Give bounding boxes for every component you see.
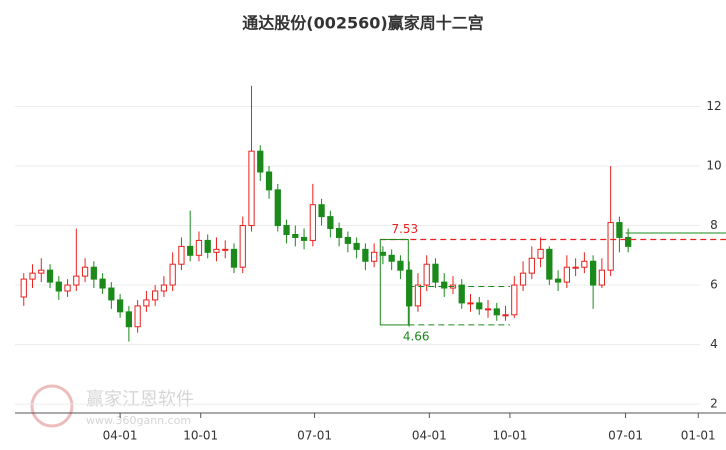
candle-body [274,189,281,227]
candle-body [300,236,308,241]
candle-body [458,284,465,304]
candle-body [572,266,579,269]
candle-body [204,239,211,253]
candle-body [143,299,150,307]
candle-body [178,245,185,265]
candle-body [554,278,562,283]
candle-body [388,254,395,262]
candle-body [187,245,194,256]
candle-body [441,281,448,289]
candle-body [625,236,632,247]
y-tick-label: 10 [706,159,721,173]
candle-body [537,248,544,259]
candle-body [55,281,62,292]
candle-body [423,263,430,286]
x-tick-label: 04-01 [412,429,447,443]
candle-body [546,248,553,280]
y-tick-label: 12 [706,99,721,113]
candle-body [476,302,483,310]
candle-body [257,150,264,173]
y-tick-label: 6 [710,278,718,292]
candle-body [397,260,404,271]
candle-body [125,311,133,328]
y-tick-label: 8 [710,218,718,232]
range-box [379,239,409,326]
candle-body [607,222,614,271]
watermark-url: www.360gann.com [86,414,191,427]
candle-body [108,287,115,301]
watermark: 赢家江恩软件 www.360gann.com [30,384,194,428]
candle-body [283,225,290,235]
candle-body [371,251,378,262]
candle-body [406,269,413,307]
x-tick-label: 10-01 [183,429,218,443]
candle-body [46,269,54,283]
y-tick-label: 4 [710,337,718,351]
candle-body [616,222,623,238]
candle-body [64,284,71,292]
candle-body [590,260,597,286]
candle-body [239,225,246,268]
candle-body [581,260,588,268]
candle-body [248,150,255,227]
candle-body [598,269,606,286]
candle-body [344,236,351,244]
candle-body [511,284,518,316]
candle-body [493,308,500,316]
candle-body [519,272,527,286]
candle-body [160,284,168,292]
support-label: 4.66 [403,329,430,343]
x-tick-label: 10-01 [492,429,527,443]
candle-body [195,239,203,256]
candle-body [327,216,334,230]
x-tick-label: 07-01 [608,429,643,443]
candle-body [81,266,89,277]
candle-body [379,251,387,256]
candle-body [432,263,439,283]
candle-body [230,248,238,268]
candle-body [99,278,106,289]
chart-title: 通达股份(002560)赢家周十二宫 [242,14,483,33]
candle-body [29,272,36,280]
candle-body [38,269,45,274]
x-tick-label: 07-01 [297,429,332,443]
candle-body [528,257,535,274]
candle-body [169,263,176,286]
candle-body [353,242,360,250]
candle-body [265,171,273,191]
candle-body [484,308,492,311]
candle-body [414,284,422,307]
candle-body [213,248,220,253]
x-tick-label: 04-01 [103,429,138,443]
candle-body [116,299,124,313]
watermark-logo [30,384,74,428]
candle-body [20,278,27,298]
candle-body [335,228,343,238]
candle-body [309,204,316,241]
candle-body [362,248,369,262]
watermark-name: 赢家江恩软件 [86,388,194,410]
candle-body [222,248,229,251]
candle-body [73,275,80,286]
candle-body [318,204,325,218]
candle-body [502,314,509,317]
y-tick-label: 2 [710,397,718,411]
x-tick-label: 01-01 [681,429,716,443]
candle-body [467,302,474,305]
resistance-label: 7.53 [391,222,418,236]
candle-body [152,290,159,301]
candle-body [134,305,141,328]
candle-body [563,266,570,283]
candle-body [90,266,97,280]
candle-body [292,233,299,238]
